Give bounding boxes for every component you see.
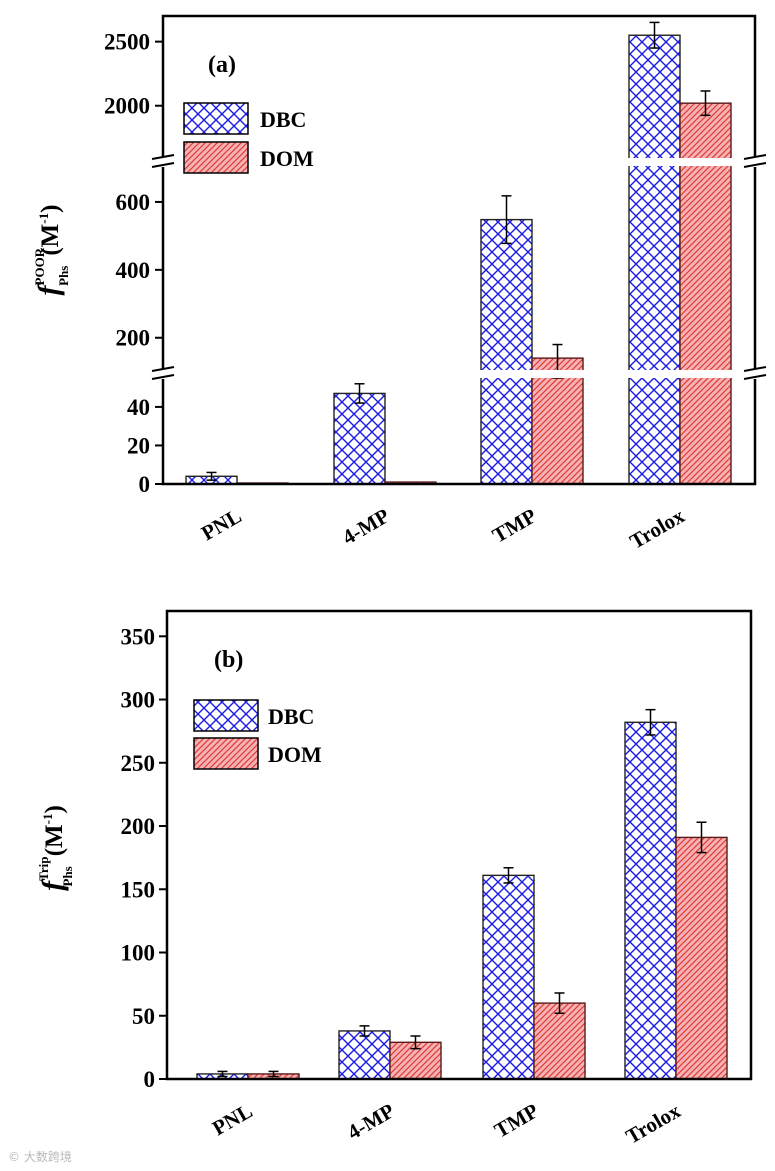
panel-label-b: (b) [214, 647, 243, 673]
legend-swatch-dbc [193, 699, 259, 732]
y-tick-label-0: 0 [139, 472, 151, 497]
x-tick-label-pnl: PNL [197, 504, 245, 546]
legend-b: DBC DOM [193, 699, 322, 770]
x-tick-label-tmp: TMP [488, 503, 541, 547]
bar-dom-trolox [675, 836, 728, 1080]
x-tick-label-tmp: TMP [490, 1098, 543, 1142]
y-tick-label-350: 350 [121, 624, 156, 649]
bar-dbc-tmp [482, 874, 535, 1080]
x-tick-label-4-mp: 4-MP [343, 1098, 399, 1144]
error-bar-dbc-pnl [217, 1070, 228, 1078]
plot-frame-b [165, 609, 753, 1081]
error-bar-dom-trolox [700, 90, 711, 117]
chart-panel-b: 0 50 100 150 200 250 300 350 PNL 4-MP TMP Trolox (… [36, 609, 753, 1149]
bar-dom-tmp [531, 357, 584, 485]
error-bar-dbc-pnl [206, 471, 217, 481]
legend-label-dom: DOM [260, 146, 314, 171]
error-bar-dom-4-mp [410, 1035, 421, 1050]
y-tick-label-100: 100 [121, 941, 156, 966]
axis-break-upper [151, 154, 767, 168]
bar-dbc-trolox [624, 721, 677, 1080]
legend-swatch-dom [183, 141, 249, 174]
legend-swatch-dbc [183, 102, 249, 135]
bar-dbc-4-mp [338, 1030, 391, 1080]
y-tick-label-600: 600 [116, 190, 151, 215]
x-tick-label-trolox: Trolox [622, 1098, 685, 1148]
y-tick-label-300: 300 [121, 688, 156, 713]
axis-break-lower [151, 366, 767, 380]
bar-dbc-4-mp [333, 392, 386, 485]
error-bar-dom-pnl [268, 1070, 279, 1078]
error-bar-dom-tmp [554, 992, 565, 1014]
y-tick-label-200: 200 [121, 814, 156, 839]
error-bar-dom-trolox [696, 821, 707, 854]
x-tick-label-4-mp: 4-MP [338, 503, 394, 549]
legend-swatch-dom [193, 737, 259, 770]
x-tick-label-trolox: Trolox [626, 503, 689, 553]
watermark: © 大数跨境 [8, 1150, 72, 1164]
y-axis-label-b: fTrip Phs(M-1) [36, 805, 75, 891]
y-tick-label-200: 200 [116, 326, 151, 351]
legend-label-dom: DOM [268, 742, 322, 767]
y-tick-label-40: 40 [127, 395, 150, 420]
y-tick-label-50: 50 [132, 1004, 155, 1029]
y-tick-label-2500: 2500 [104, 30, 150, 55]
y-tick-label-150: 150 [121, 877, 156, 902]
error-bar-dbc-tmp [503, 867, 514, 884]
y-tick-label-2000: 2000 [104, 94, 150, 119]
plot-frame-a [161, 14, 757, 486]
error-bar-dbc-tmp [501, 195, 512, 245]
error-bar-dbc-4-mp [359, 1025, 370, 1037]
error-bar-dbc-trolox [649, 21, 660, 49]
error-bar-dbc-4-mp [354, 383, 365, 404]
legend-label-dbc: DBC [260, 107, 306, 132]
y-tick-label-400: 400 [116, 258, 151, 283]
bar-dom-tmp [533, 1002, 586, 1080]
bar-dbc-tmp [480, 218, 533, 485]
y-axis-label-a: fPOOR Phs(M-1) [32, 205, 71, 296]
y-tick-label-20: 20 [127, 433, 150, 458]
y-tick-label-250: 250 [121, 751, 156, 776]
y-tick-label-0: 0 [144, 1067, 156, 1092]
bar-dbc-trolox [628, 34, 681, 485]
legend-label-dbc: DBC [268, 704, 314, 729]
error-bar-dbc-trolox [645, 708, 656, 736]
x-tick-label-pnl: PNL [208, 1099, 256, 1141]
panel-label-a: (a) [208, 52, 236, 78]
legend-a: DBC DOM [183, 102, 314, 174]
